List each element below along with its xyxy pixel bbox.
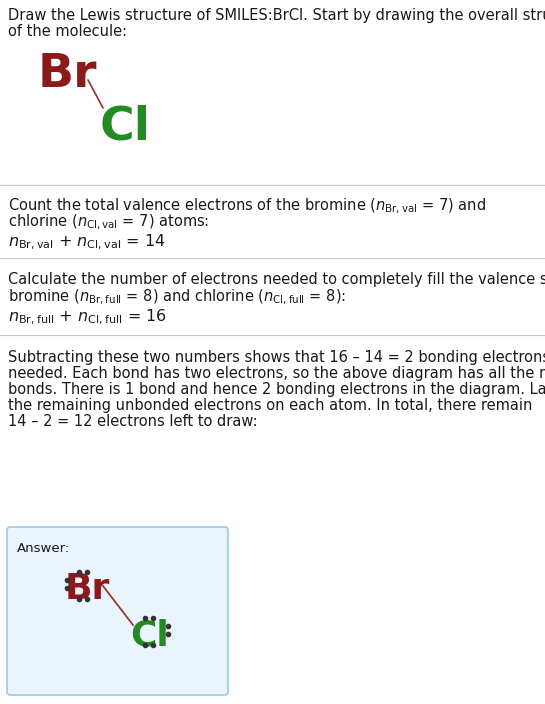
Text: Count the total valence electrons of the bromine ($n_\mathrm{Br,val}$ = 7) and: Count the total valence electrons of the… <box>8 197 486 216</box>
Text: chlorine ($n_\mathrm{Cl,val}$ = 7) atoms:: chlorine ($n_\mathrm{Cl,val}$ = 7) atoms… <box>8 213 209 232</box>
Text: Calculate the number of electrons needed to completely fill the valence shells f: Calculate the number of electrons needed… <box>8 272 545 287</box>
Text: of the molecule:: of the molecule: <box>8 24 127 39</box>
Text: bromine ($n_\mathrm{Br,full}$ = 8) and chlorine ($n_\mathrm{Cl,full}$ = 8):: bromine ($n_\mathrm{Br,full}$ = 8) and c… <box>8 288 346 308</box>
Text: 14 – 2 = 12 electrons left to draw:: 14 – 2 = 12 electrons left to draw: <box>8 414 258 429</box>
Text: Br: Br <box>38 52 98 97</box>
Text: Answer:: Answer: <box>17 542 70 555</box>
Text: bonds. There is 1 bond and hence 2 bonding electrons in the diagram. Lastly, fil: bonds. There is 1 bond and hence 2 bondi… <box>8 382 545 397</box>
FancyBboxPatch shape <box>7 527 228 695</box>
Text: the remaining unbonded electrons on each atom. In total, there remain: the remaining unbonded electrons on each… <box>8 398 532 413</box>
Text: $n_\mathrm{Br,val}$ + $n_\mathrm{Cl,val}$ = 14: $n_\mathrm{Br,val}$ + $n_\mathrm{Cl,val}… <box>8 233 166 252</box>
Text: Cl: Cl <box>130 618 169 652</box>
Text: Draw the Lewis structure of SMILES:BrCl. Start by drawing the overall structure: Draw the Lewis structure of SMILES:BrCl.… <box>8 8 545 23</box>
Text: needed. Each bond has two electrons, so the above diagram has all the necessary: needed. Each bond has two electrons, so … <box>8 366 545 381</box>
Text: Cl: Cl <box>100 105 151 150</box>
Text: Subtracting these two numbers shows that 16 – 14 = 2 bonding electrons are: Subtracting these two numbers shows that… <box>8 350 545 365</box>
Text: $n_\mathrm{Br,full}$ + $n_\mathrm{Cl,full}$ = 16: $n_\mathrm{Br,full}$ + $n_\mathrm{Cl,ful… <box>8 308 167 327</box>
Text: Br: Br <box>65 572 111 606</box>
